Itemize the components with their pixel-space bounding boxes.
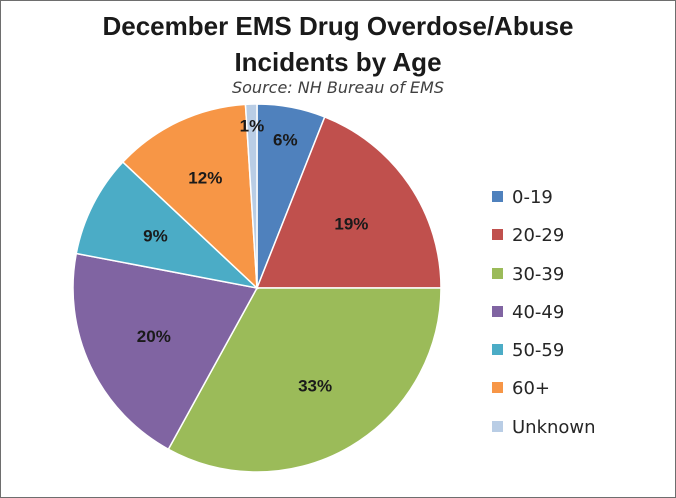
legend-swatch bbox=[492, 344, 503, 356]
pie-slice-50-59 bbox=[75, 160, 260, 290]
chart-subtitle: Source: NH Bureau of EMS bbox=[231, 78, 444, 97]
data-label-60-: 12% bbox=[188, 169, 222, 188]
legend-label: 40-49 bbox=[512, 301, 565, 323]
legend-label: Unknown bbox=[512, 416, 596, 438]
legend-label: 60+ bbox=[512, 378, 550, 400]
legend-swatch bbox=[492, 191, 503, 202]
pie-slice-20-29 bbox=[255, 115, 442, 289]
legend-item-0-19: 0-19 bbox=[492, 186, 596, 224]
legend-label: 30-39 bbox=[512, 263, 565, 285]
pie-slice-30-39 bbox=[167, 287, 442, 473]
legend-label: 0-19 bbox=[512, 187, 553, 208]
legend-swatch bbox=[492, 382, 503, 394]
legend-item-20-29: 20-29 bbox=[492, 224, 596, 262]
legend-label: 50-59 bbox=[512, 340, 565, 362]
data-label-40-49: 20% bbox=[137, 327, 171, 346]
data-label-50-59: 9% bbox=[143, 227, 168, 246]
pie-slice-unknown bbox=[244, 103, 258, 289]
data-label-0-19: 6% bbox=[273, 130, 298, 149]
chart-title-line-1: December EMS Drug Overdose/Abuse bbox=[102, 11, 574, 41]
legend-item-40-49: 40-49 bbox=[492, 301, 596, 339]
legend-swatch bbox=[492, 267, 503, 279]
legend-item-30-39: 30-39 bbox=[492, 263, 596, 301]
data-label-unknown: 1% bbox=[240, 117, 265, 136]
legend-label: 20-29 bbox=[512, 225, 565, 247]
chart-title-line-2: Incidents by Age bbox=[234, 47, 442, 77]
legend-item-unknown: Unknown bbox=[492, 416, 596, 454]
pie-slices bbox=[72, 103, 442, 473]
legend-swatch bbox=[492, 420, 503, 432]
legend: 0-19 20-29 30-39 40-49 50-59 60+ Unknown bbox=[492, 186, 596, 454]
legend-swatch bbox=[492, 229, 503, 241]
chart-title: December EMS Drug Overdose/Abuse Inciden… bbox=[0, 8, 676, 80]
data-label-30-39: 33% bbox=[298, 377, 332, 396]
legend-swatch bbox=[492, 305, 503, 317]
pie-slice-40-49 bbox=[72, 252, 259, 451]
legend-item-50-59: 50-59 bbox=[492, 339, 596, 377]
data-label-20-29: 19% bbox=[334, 214, 368, 233]
pie-data-labels: 6% 19% 33% 20% 9% 12% 1% bbox=[137, 117, 369, 396]
legend-item-60-: 60+ bbox=[492, 377, 596, 415]
pie-slice-60- bbox=[121, 103, 258, 290]
